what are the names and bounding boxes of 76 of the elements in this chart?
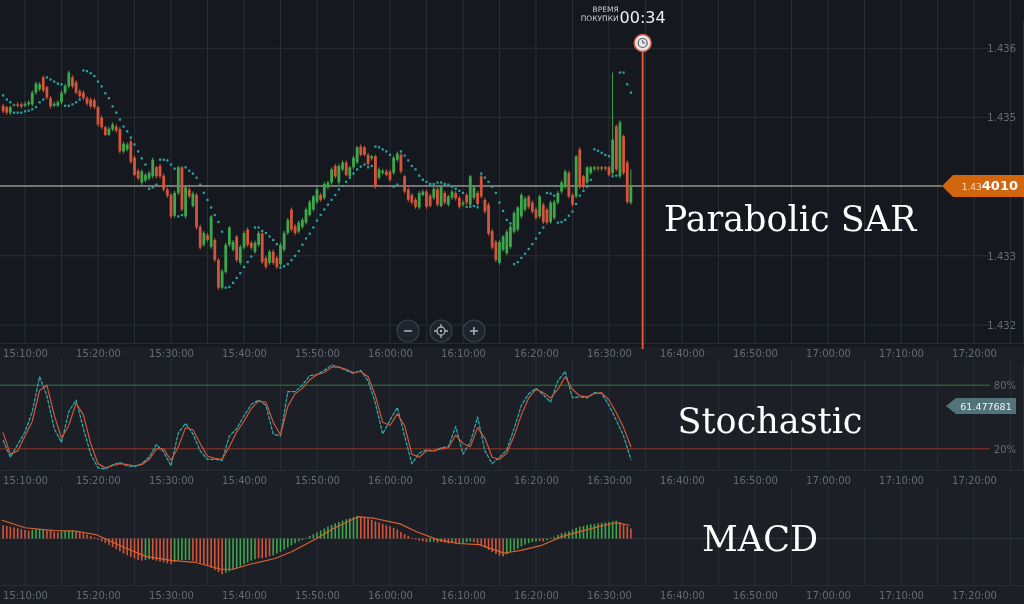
x-tick-label: 15:30:00 xyxy=(149,475,194,487)
x-tick-label: 17:00:00 xyxy=(806,348,851,360)
x-tick-label: 16:00:00 xyxy=(368,590,413,602)
x-tick-label: 15:40:00 xyxy=(222,475,267,487)
y-tick-label: 1.435 xyxy=(987,112,1016,124)
chart-title: MACD xyxy=(702,519,818,559)
text: Stochastic xyxy=(677,401,863,441)
candlestick xyxy=(563,168,567,190)
candlestick xyxy=(596,165,600,172)
x-tick-label: 15:50:00 xyxy=(295,348,340,360)
x-tick-label: 15:30:00 xyxy=(149,348,194,360)
x-tick-label: 16:30:00 xyxy=(587,475,632,487)
x-tick-label: 16:10:00 xyxy=(441,590,486,602)
x-tick-label: 15:10:00 xyxy=(3,590,48,602)
candlestick xyxy=(549,200,553,225)
x-tick-label: 16:50:00 xyxy=(733,590,778,602)
annotation: 61.477681 xyxy=(960,400,1012,412)
x-tick-label: 15:20:00 xyxy=(76,348,121,360)
candlestick xyxy=(629,168,633,206)
candlestick xyxy=(290,206,293,233)
y-tick-label: 80% xyxy=(993,379,1016,391)
candlestick xyxy=(538,194,542,219)
candlestick xyxy=(235,234,239,263)
x-tick-label: 16:40:00 xyxy=(660,590,705,602)
y-tick-label: 1.432 xyxy=(987,319,1016,331)
candlestick xyxy=(246,226,250,248)
x-tick-label: 16:30:00 xyxy=(587,348,632,360)
x-tick-label: 16:10:00 xyxy=(441,348,486,360)
candlestick xyxy=(425,188,428,210)
x-tick-label: 15:10:00 xyxy=(3,475,48,487)
x-tick-label: 17:00:00 xyxy=(806,475,851,487)
x-tick-label: 16:10:00 xyxy=(441,475,486,487)
x-tick-label: 16:20:00 xyxy=(514,590,559,602)
candlestick xyxy=(198,224,202,251)
x-tick-label: 16:00:00 xyxy=(368,348,413,360)
annotation: 00:34 xyxy=(619,8,666,27)
candlestick xyxy=(337,163,341,186)
x-tick-label: 16:50:00 xyxy=(733,348,778,360)
x-tick-label: 16:20:00 xyxy=(514,348,559,360)
candlestick xyxy=(118,126,122,154)
x-tick-label: 16:00:00 xyxy=(368,475,413,487)
x-tick-label: 15:50:00 xyxy=(295,475,340,487)
y-tick-label: 1.433 xyxy=(987,250,1016,262)
x-tick-label: 17:00:00 xyxy=(806,590,851,602)
x-tick-label: 15:20:00 xyxy=(76,475,121,487)
x-tick-label: 15:50:00 xyxy=(295,590,340,602)
candlestick xyxy=(436,186,439,208)
x-tick-label: 17:20:00 xyxy=(952,475,997,487)
y-tick-label: 1.436 xyxy=(987,43,1016,55)
x-tick-label: 17:10:00 xyxy=(879,348,924,360)
ref-line-label: 1.434010 xyxy=(961,178,1018,194)
y-tick-label: 20% xyxy=(993,443,1016,455)
candlestick xyxy=(541,202,545,225)
x-tick-label: 15:30:00 xyxy=(149,590,194,602)
x-tick-label: 17:10:00 xyxy=(879,590,924,602)
x-tick-label: 17:10:00 xyxy=(879,475,924,487)
candlestick xyxy=(498,239,501,266)
x-tick-label: 17:20:00 xyxy=(952,348,997,360)
x-tick-label: 16:50:00 xyxy=(733,475,778,487)
x-tick-label: 16:40:00 xyxy=(660,475,705,487)
candlestick xyxy=(213,237,217,263)
candlestick xyxy=(505,229,509,256)
x-tick-label: 17:20:00 xyxy=(952,590,997,602)
x-tick-label: 16:40:00 xyxy=(660,348,705,360)
x-tick-label: 15:40:00 xyxy=(222,348,267,360)
x-tick-label: 16:30:00 xyxy=(587,590,632,602)
candlestick xyxy=(173,190,177,219)
candlestick xyxy=(392,155,396,176)
x-tick-label: 15:20:00 xyxy=(76,590,121,602)
text: Parabolic SAR xyxy=(663,199,918,239)
candlestick xyxy=(439,184,443,208)
x-tick-label: 16:20:00 xyxy=(514,475,559,487)
x-tick-label: 15:40:00 xyxy=(222,590,267,602)
x-tick-label: 15:10:00 xyxy=(3,348,48,360)
candlestick xyxy=(227,225,231,248)
candlestick xyxy=(355,145,359,166)
